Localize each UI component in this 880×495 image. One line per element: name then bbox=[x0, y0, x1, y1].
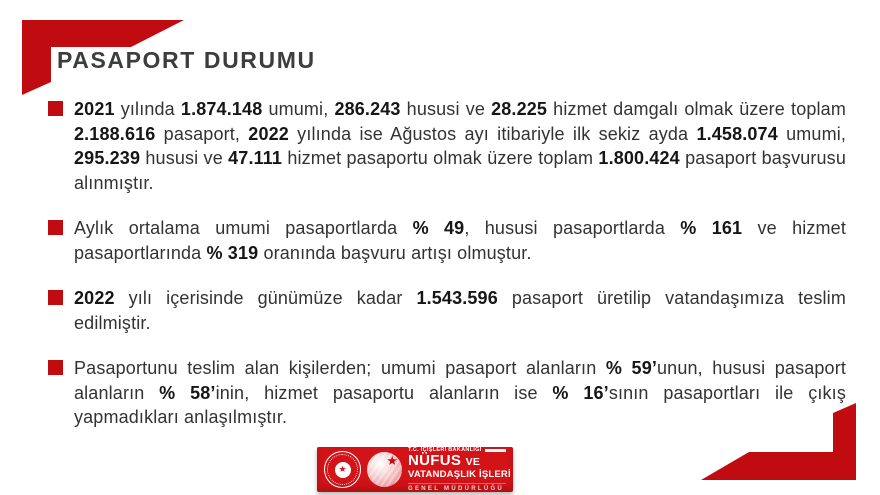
bullet-item: Aylık ortalama umumi pasaportlarda % 49,… bbox=[48, 216, 846, 265]
corner-accent-top-left bbox=[22, 20, 184, 95]
footer-banner: T.C. İÇİŞLERİ BAKANLIĞI NÜFUS VE VATANDA… bbox=[317, 447, 513, 492]
org-name: NÜFUS bbox=[408, 452, 462, 470]
page-title: PASAPORT DURUMU bbox=[57, 47, 316, 73]
bullet-square-icon bbox=[48, 290, 63, 305]
bullet-square-icon bbox=[48, 360, 63, 375]
bullet-square-icon bbox=[48, 101, 63, 116]
bullet-item: 2021 yılında 1.874.148 umumi, 286.243 hu… bbox=[48, 97, 846, 195]
bullet-square-icon bbox=[48, 220, 63, 235]
ministry-line: T.C. İÇİŞLERİ BAKANLIĞI bbox=[408, 447, 506, 453]
bullet-item: Pasaportunu teslim alan kişilerden; umum… bbox=[48, 356, 846, 430]
org-name-line: NÜFUS VE bbox=[408, 453, 506, 469]
corner-accent-bottom-right bbox=[701, 403, 856, 480]
divider-line bbox=[484, 449, 506, 452]
org-name-suffix: VE bbox=[465, 456, 481, 469]
seal-dotted-ring bbox=[327, 454, 358, 485]
bullet-text: 2022 yılı içerisinde günümüze kadar 1.54… bbox=[74, 288, 846, 333]
ministry-seal-icon bbox=[324, 451, 361, 488]
bullet-text: Aylık ortalama umumi pasaportlarda % 49,… bbox=[74, 218, 846, 263]
bullet-list: 2021 yılında 1.874.148 umumi, 286.243 hu… bbox=[48, 97, 846, 451]
bullet-item: 2022 yılı içerisinde günümüze kadar 1.54… bbox=[48, 286, 846, 335]
org-line3: GENEL MÜDÜRLÜĞÜ bbox=[408, 482, 506, 492]
seal-center-star-icon bbox=[334, 461, 351, 478]
bullet-text: Pasaportunu teslim alan kişilerden; umum… bbox=[74, 358, 846, 427]
footer-text-block: T.C. İÇİŞLERİ BAKANLIĞI NÜFUS VE VATANDA… bbox=[408, 447, 511, 492]
crescent-star-globe-icon bbox=[367, 452, 402, 487]
org-line2: VATANDAŞLIK İŞLERİ bbox=[408, 469, 511, 481]
bullet-text: 2021 yılında 1.874.148 umumi, 286.243 hu… bbox=[74, 99, 847, 193]
ministry-label: T.C. İÇİŞLERİ BAKANLIĞI bbox=[408, 447, 482, 454]
